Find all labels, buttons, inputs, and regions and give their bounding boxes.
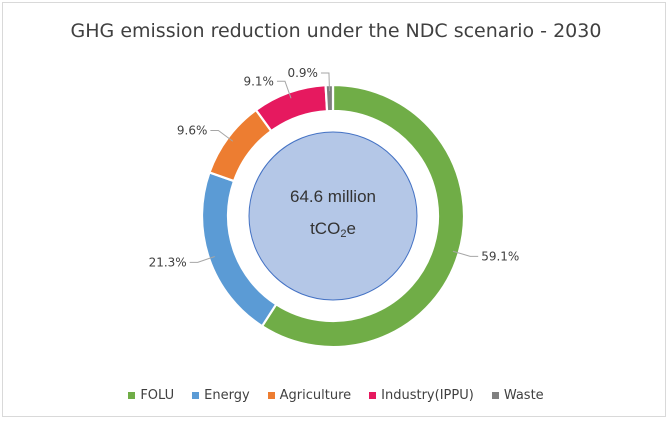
legend-label-folu: FOLU <box>140 388 175 403</box>
data-label-folu: 59.1% <box>481 249 519 263</box>
legend-item-agriculture: Agriculture <box>267 388 352 403</box>
legend-item-industry-ippu: Industry(IPPU) <box>369 388 474 403</box>
legend-swatch-industry-ippu <box>369 392 377 399</box>
legend-label-industry-ippu: Industry(IPPU) <box>381 388 474 403</box>
donut-slice-waste <box>324 83 335 113</box>
legend-swatch-agriculture <box>267 392 275 399</box>
legend-item-waste: Waste <box>491 388 544 403</box>
leader-line-energy <box>189 256 215 263</box>
data-label-agriculture: 9.6% <box>177 123 208 137</box>
legend-label-waste: Waste <box>503 388 544 403</box>
chart-title: GHG emission reduction under the NDC sce… <box>70 20 602 42</box>
leader-line-folu <box>452 250 479 257</box>
legend-swatch-waste <box>491 392 499 399</box>
leader-line-agriculture <box>210 129 234 142</box>
chart-legend: FOLU Energy Agriculture Industry(IPPU) Waste <box>0 388 672 403</box>
legend-item-energy: Energy <box>192 388 250 403</box>
center-label-line1: 64.6 million <box>290 187 376 206</box>
legend-label-energy: Energy <box>204 388 250 403</box>
data-label-energy: 21.3% <box>149 255 187 269</box>
legend-swatch-folu <box>128 392 136 399</box>
data-label-waste: 0.9% <box>287 66 318 80</box>
legend-label-agriculture: Agriculture <box>279 388 352 403</box>
legend-swatch-energy <box>192 392 200 399</box>
center-label-line2: tCO2e <box>310 219 356 240</box>
leader-line-waste <box>320 72 330 92</box>
center-circle <box>248 131 418 301</box>
leader-line-industry-ippu <box>276 80 292 99</box>
donut-slice-industry-ippu <box>254 84 329 133</box>
legend-item-folu: FOLU <box>128 388 174 403</box>
donut-slice-folu <box>260 83 466 349</box>
data-label-industry-ippu: 9.1% <box>243 74 274 88</box>
